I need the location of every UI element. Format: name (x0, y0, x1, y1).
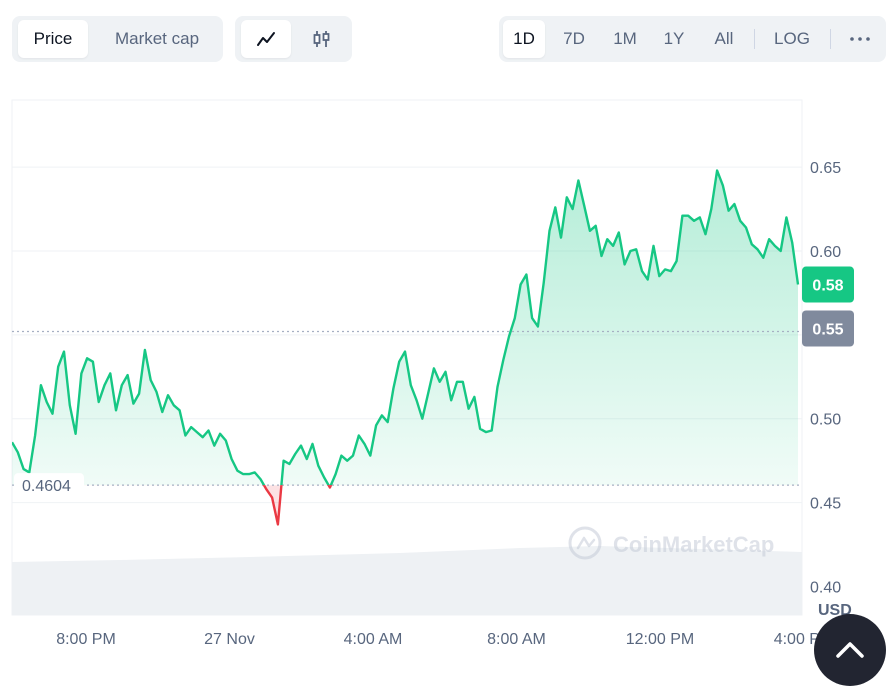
y-tick-label: 0.60 (810, 244, 841, 261)
watermark: CoinMarketCap (568, 526, 774, 560)
svg-text:0.55: 0.55 (812, 321, 843, 338)
data-type-toggle: Price Market cap (12, 16, 223, 62)
reference-price-badge: 0.55 (802, 310, 854, 347)
scroll-to-top-button[interactable] (814, 614, 886, 686)
x-tick-label: 8:00 PM (56, 631, 116, 648)
tab-price[interactable]: Price (18, 20, 88, 58)
x-tick-label: 8:00 AM (487, 631, 546, 648)
x-tick-label: 12:00 PM (626, 631, 694, 648)
watermark-text: CoinMarketCap (613, 532, 774, 557)
range-1m-button[interactable]: 1M (613, 29, 637, 48)
y-tick-label: 0.50 (810, 412, 841, 429)
x-tick-label: 4:00 AM (344, 631, 403, 648)
toolbar-divider (754, 29, 755, 49)
range-1d-button[interactable]: 1D (503, 20, 545, 58)
current-price-badge: 0.58 (802, 266, 854, 303)
y-tick-label: 0.40 (810, 579, 841, 596)
x-axis: 8:00 PM 27 Nov 4:00 AM 8:00 AM 12:00 PM 4:00 … (56, 631, 833, 648)
range-7d-button[interactable]: 7D (563, 29, 585, 48)
y-tick-label: 0.65 (810, 160, 841, 177)
candlestick-icon (313, 31, 330, 47)
line-chart-button[interactable] (241, 20, 291, 58)
more-horizontal-icon (850, 37, 870, 41)
open-price-label: 0.4604 (14, 473, 84, 498)
chart-type-toggle (235, 16, 352, 62)
price-area (12, 170, 798, 486)
y-axis: 0.40 0.45 0.50 0.55 0.60 0.65 (810, 160, 841, 596)
log-scale-button[interactable]: LOG (774, 29, 810, 48)
line-chart-icon (257, 32, 275, 46)
time-range-toggle: 1D 7D 1M 1Y All LOG (499, 16, 886, 62)
svg-text:0.4604: 0.4604 (22, 478, 71, 495)
range-all-button[interactable]: All (714, 29, 734, 48)
range-1y-button[interactable]: 1Y (663, 29, 685, 48)
volume-area (12, 546, 802, 615)
x-tick-label: 27 Nov (204, 631, 255, 648)
price-line (12, 169, 800, 486)
svg-text:0.58: 0.58 (812, 278, 843, 295)
tab-market-cap[interactable]: Market cap (114, 29, 200, 48)
y-tick-label: 0.45 (810, 496, 841, 513)
more-options-button[interactable] (837, 20, 883, 58)
candlestick-button[interactable] (297, 20, 347, 58)
toolbar-divider (830, 29, 831, 49)
chevron-up-icon (836, 642, 864, 658)
